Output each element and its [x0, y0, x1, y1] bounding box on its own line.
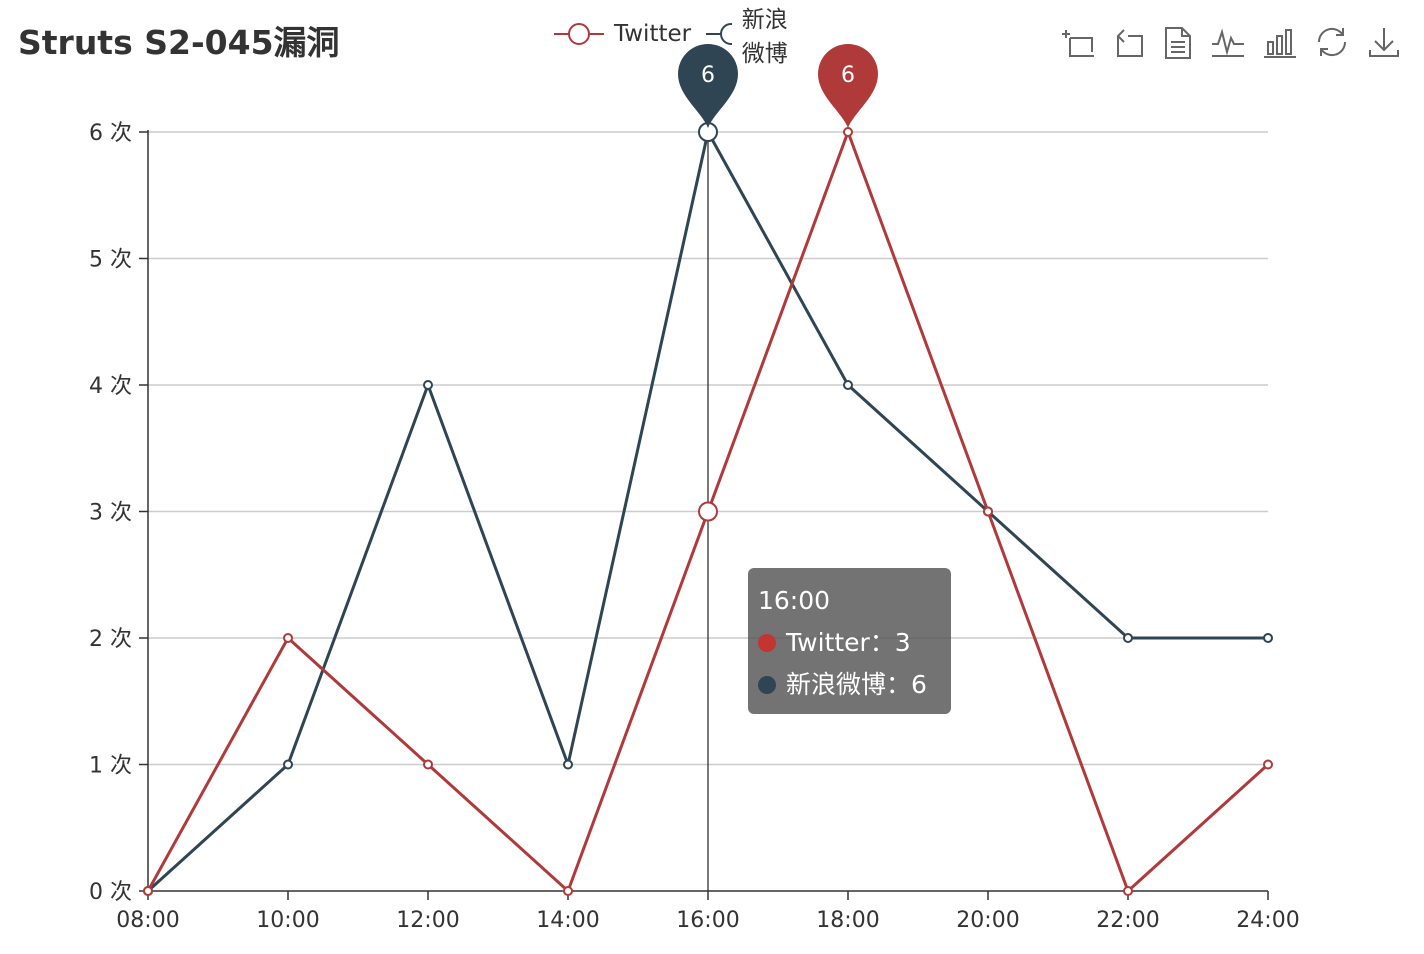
- tooltip-dot-twitter: [758, 634, 776, 652]
- max-pin-label: 6: [841, 63, 855, 88]
- restore-icon: [1317, 27, 1347, 57]
- data-point: [563, 759, 573, 770]
- y-tick-label: 3 次: [89, 501, 132, 526]
- data-point: [1263, 759, 1273, 770]
- x-tick-label: 24:00: [1236, 908, 1299, 933]
- tooltip-label-twitter: Twitter：3: [786, 628, 911, 657]
- legend-label-twitter: Twitter: [614, 21, 692, 47]
- tooltip-dot-weibo: [758, 676, 776, 694]
- x-tick-label: 16:00: [676, 908, 739, 933]
- data-point: [423, 759, 433, 770]
- tooltip-header: 16:00: [758, 586, 831, 615]
- tooltip-label-weibo: 新浪微博：6: [786, 670, 927, 699]
- legend-line-circle-icon: [706, 23, 732, 45]
- data-point: [1123, 633, 1133, 643]
- save-image-icon: [1369, 28, 1399, 57]
- x-tick-label: 22:00: [1096, 908, 1159, 933]
- data-point: [563, 886, 573, 896]
- bar-chart-icon: [1264, 29, 1296, 58]
- tooltip-row-weibo: 新浪微博：6: [758, 664, 941, 706]
- data-point: [1123, 886, 1133, 896]
- data-point: [283, 759, 293, 770]
- save-image-button[interactable]: [1364, 22, 1404, 62]
- legend-line-circle-icon: [554, 23, 604, 45]
- data-view-button[interactable]: [1158, 22, 1198, 62]
- zoom-reset-icon: [1116, 29, 1143, 57]
- tooltip-row-twitter: Twitter：3: [758, 622, 941, 664]
- y-tick-label: 6 次: [89, 121, 132, 146]
- restore-button[interactable]: [1312, 22, 1352, 62]
- data-point: [283, 633, 293, 643]
- bar-chart-button[interactable]: [1260, 22, 1300, 62]
- y-tick-label: 4 次: [89, 374, 132, 399]
- y-tick-label: 2 次: [89, 627, 132, 652]
- tooltip: 16:00 Twitter：3 新浪微博：6: [748, 568, 951, 714]
- line-chart-button[interactable]: [1208, 22, 1248, 62]
- data-zoom-button[interactable]: [1058, 22, 1098, 62]
- data-point: [983, 506, 993, 517]
- x-tick-label: 12:00: [396, 908, 459, 933]
- data-view-icon: [1165, 27, 1191, 59]
- max-pin-0: [818, 44, 878, 128]
- x-tick-label: 14:00: [536, 908, 599, 933]
- x-tick-label: 20:00: [956, 908, 1019, 933]
- data-point: [1263, 633, 1273, 643]
- x-tick-label: 08:00: [116, 908, 179, 933]
- data-point: [843, 127, 853, 137]
- legend-label-weibo: 新浪微博: [741, 7, 788, 67]
- x-tick-label: 10:00: [256, 908, 319, 933]
- max-pin-label: 6: [701, 63, 715, 88]
- chart-title: Struts S2-045漏洞: [18, 23, 340, 62]
- data-point: [423, 380, 433, 390]
- line-chart-icon: [1212, 28, 1244, 57]
- legend-item-weibo[interactable]: 新浪微博: [706, 7, 789, 67]
- y-tick-label: 1 次: [89, 754, 132, 779]
- max-pin-1: [678, 44, 738, 128]
- zoom-reset-button[interactable]: [1108, 22, 1148, 62]
- legend-item-twitter[interactable]: Twitter: [554, 14, 691, 54]
- x-tick-label: 18:00: [816, 908, 879, 933]
- data-point: [698, 501, 718, 522]
- y-tick-label: 0 次: [89, 880, 132, 905]
- y-tick-label: 5 次: [89, 248, 132, 273]
- data-point: [143, 886, 153, 896]
- data-zoom-icon: [1062, 30, 1094, 57]
- data-point: [843, 380, 853, 390]
